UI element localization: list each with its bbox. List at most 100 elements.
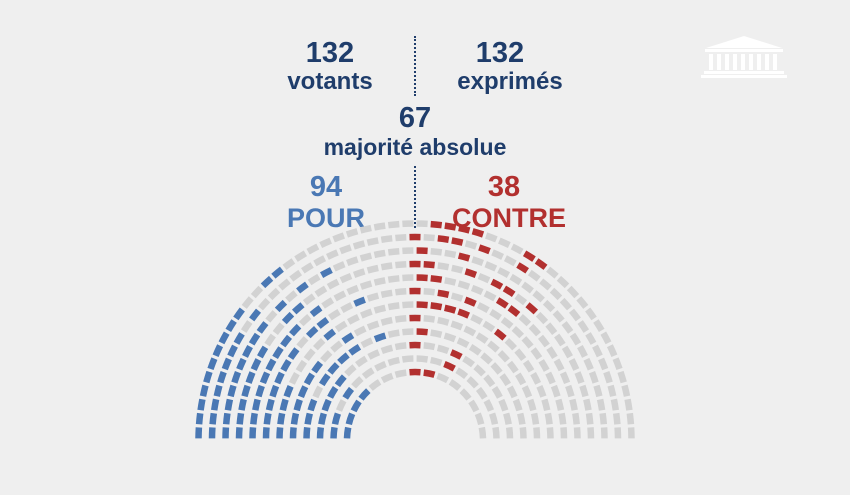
seat-empty [503,412,512,425]
seat-empty [585,307,597,321]
seat-pour [287,347,300,360]
seat-empty [347,313,360,325]
seat-empty [530,347,543,360]
seat-empty [506,360,519,374]
seat-pour [255,384,265,398]
seat-contre [502,285,516,297]
seat-empty [521,336,534,349]
seat-empty [546,427,554,439]
seat-empty [402,328,414,336]
seat-empty [373,222,386,231]
seat-pour [330,426,338,439]
seat-empty [282,258,296,270]
seat-pour [249,308,262,322]
seat-pour [274,299,288,313]
seat-contre [457,308,470,319]
seat-pour [293,398,303,412]
seat-empty [568,358,580,371]
seat-empty [380,344,394,355]
seat-empty [366,292,380,302]
seat-empty [561,321,574,334]
seat-empty [542,299,556,313]
seat-empty [267,287,281,301]
seat-pour [250,412,258,425]
seat-empty [387,220,400,229]
seat-empty [545,371,556,385]
seat-empty [278,278,291,291]
seat-contre [430,220,443,229]
seat-empty [359,252,373,262]
seat-pour [221,357,232,371]
seat-empty [538,359,550,372]
seat-empty [250,285,264,299]
seat-pour [289,323,302,337]
seat-pour [304,412,313,425]
seat-empty [490,362,503,375]
seat-empty [360,308,373,319]
seat-empty [569,332,582,346]
seat-empty [480,352,493,365]
seat-pour [250,358,262,371]
seat-pour [348,344,362,356]
seat-pour [309,305,323,318]
seat-empty [444,249,457,259]
pour-count: 94 [309,171,343,203]
seat-empty [380,372,394,384]
seat-empty [506,385,518,399]
seat-empty [394,369,407,378]
seat-pour [318,412,327,425]
top-divider [414,36,416,96]
seat-empty [475,386,488,400]
assemblee-nationale-building-icon [701,36,787,78]
seat-empty [587,427,595,439]
seat-empty [387,329,400,338]
seat-empty [456,337,470,349]
seat-empty [240,320,253,333]
seat-pour [195,412,204,425]
seat-empty [485,232,498,243]
seat-contre [457,252,471,262]
seat-empty [484,261,498,272]
seat-pour [341,332,355,344]
seat-pour [290,412,300,425]
seat-pour [249,427,257,439]
seat-pour [252,398,261,411]
seat-empty [477,272,491,284]
seat-empty [451,264,464,274]
seat-empty [612,357,623,370]
seat-empty [470,284,484,296]
seat-pour [227,344,238,358]
seat-empty [339,272,353,284]
seat-empty [530,372,542,385]
seat-pour [197,398,206,411]
seat-empty [313,255,327,267]
seat-empty [437,316,450,326]
seat-empty [471,256,484,267]
votants-count: 132 [305,37,355,69]
seat-empty [373,249,386,259]
seat-pour [316,316,330,329]
seat-empty [559,297,572,311]
seat-contre [516,262,529,274]
seat-empty [401,355,414,363]
seat-empty [320,350,333,363]
seat-empty [319,237,332,249]
seat-empty [574,371,585,384]
seat-pour [209,412,218,425]
seat-contre [443,360,456,372]
seat-empty [355,355,368,368]
seat-pour [233,307,245,321]
seat-empty [474,412,485,426]
seat-empty [482,320,496,333]
seat-contre [423,369,436,378]
seat-empty [498,398,509,412]
seat-empty [464,240,478,250]
seat-empty [577,320,590,333]
seat-empty [489,412,499,425]
seat-empty [592,344,603,358]
seat-empty [585,332,597,345]
seat-empty [366,264,379,274]
seat-contre [416,274,428,282]
seat-empty [330,340,343,353]
seat-empty [326,278,340,290]
